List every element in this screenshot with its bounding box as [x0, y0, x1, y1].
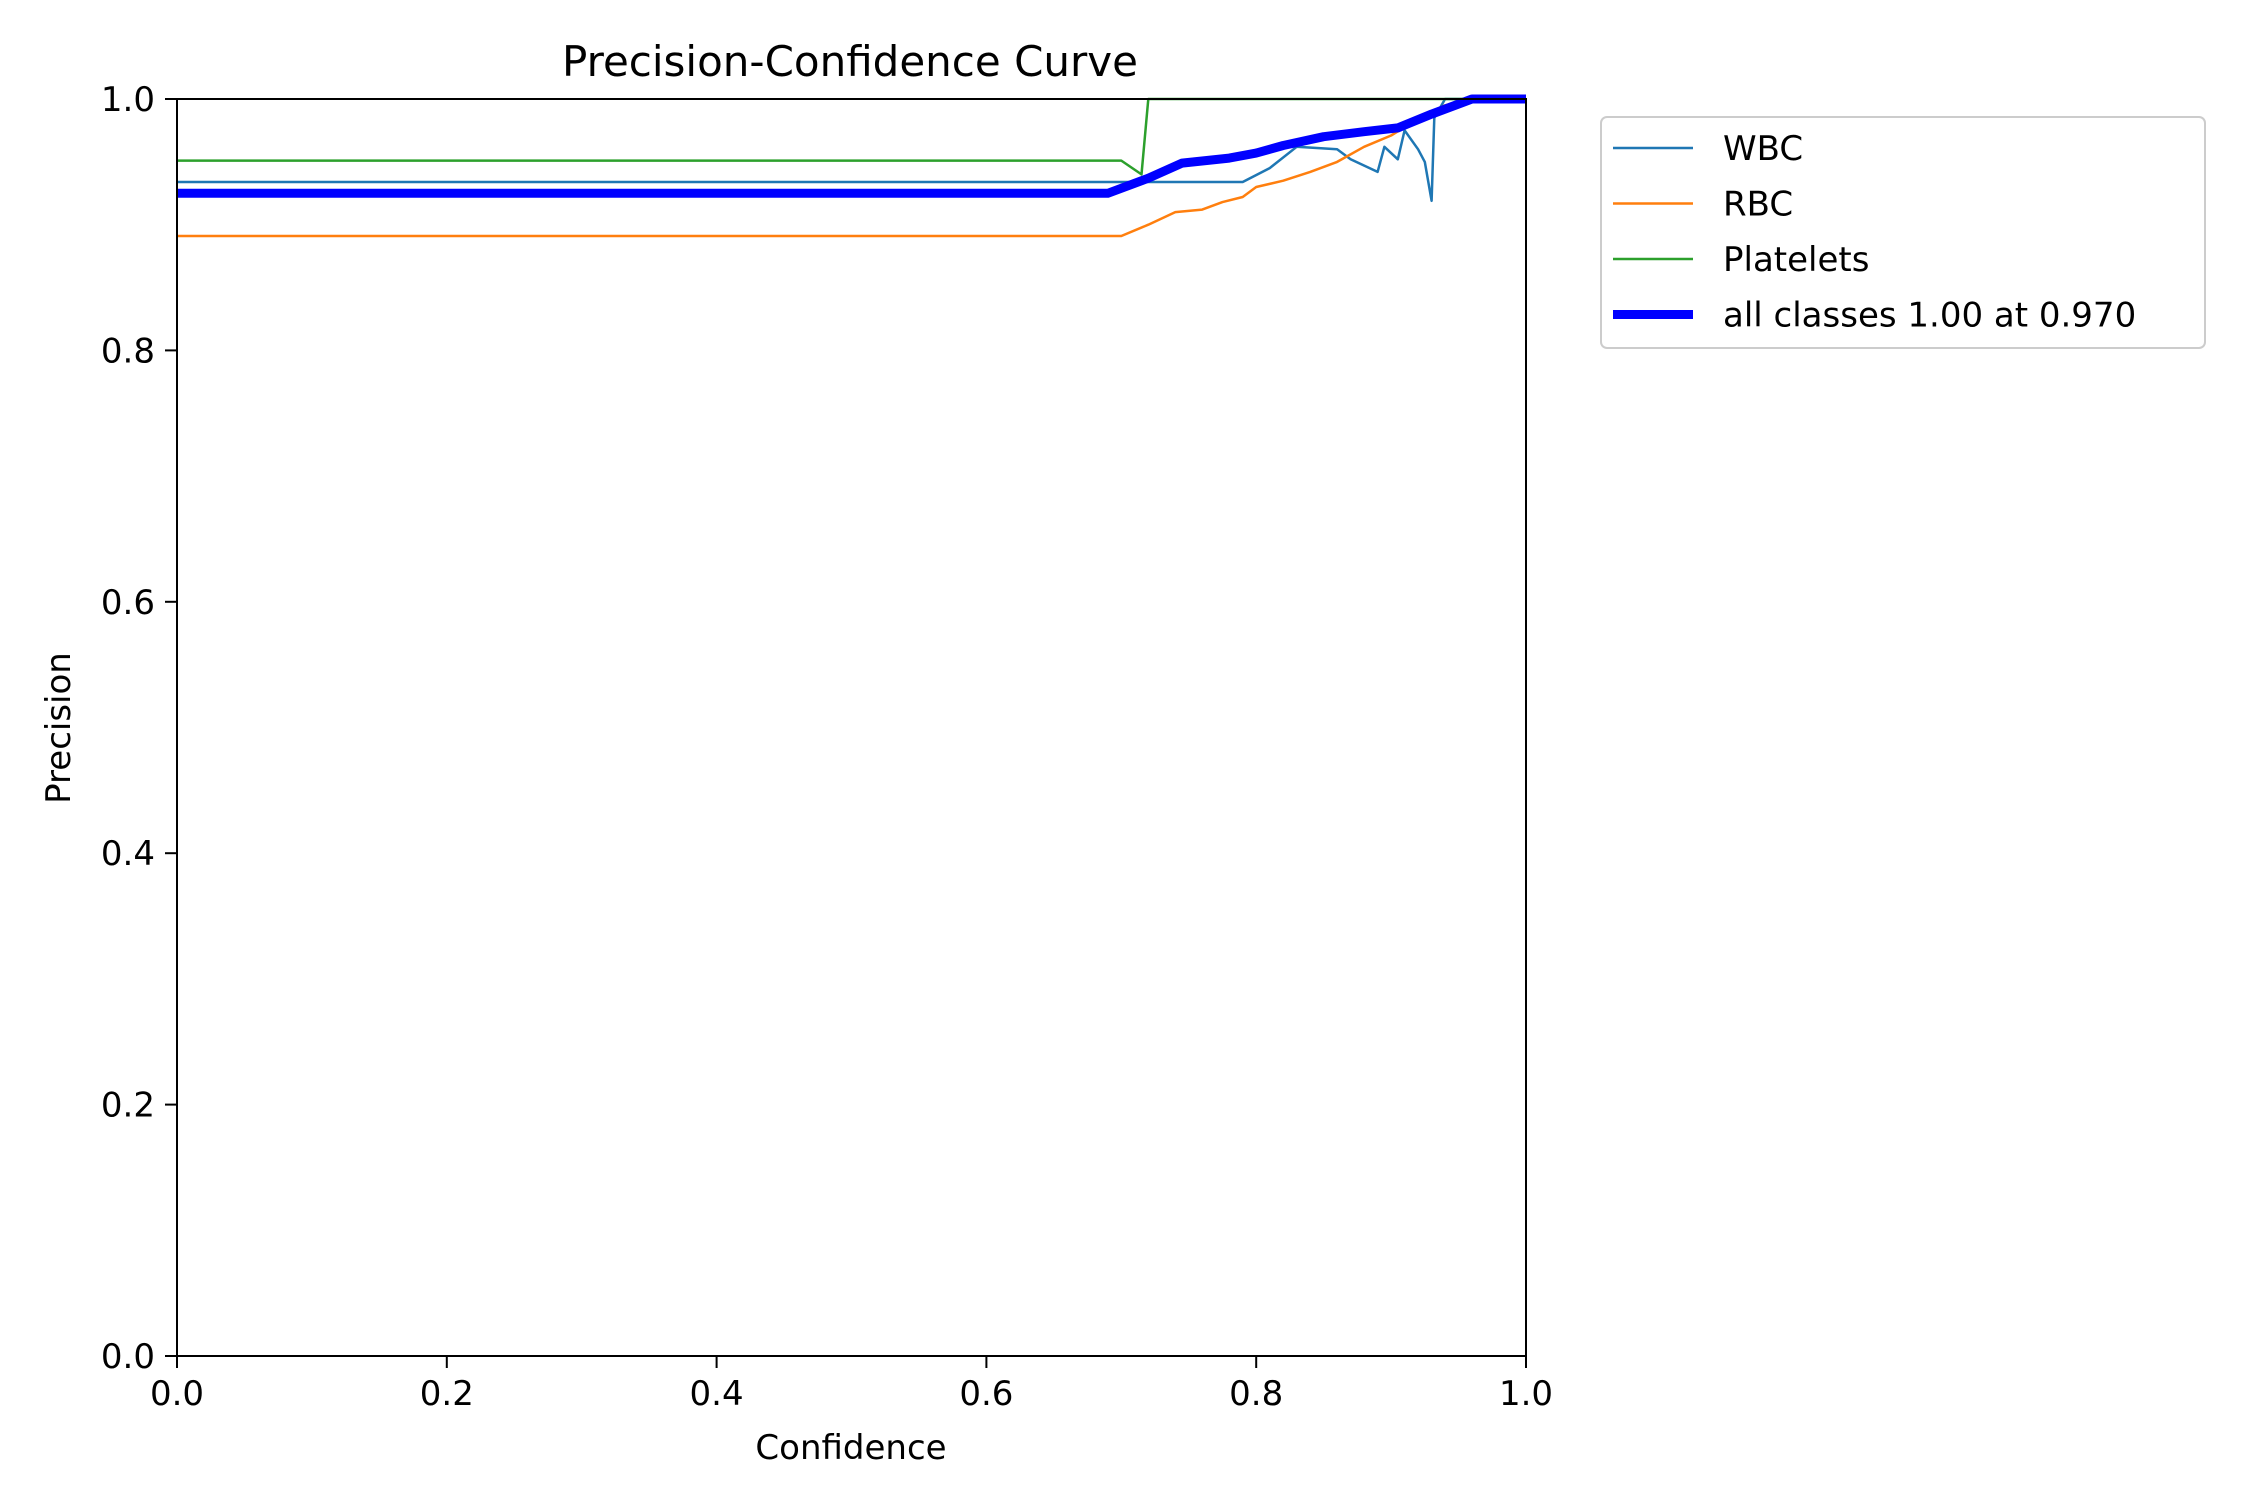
y-tick-label: 0.2 [101, 1086, 155, 1126]
x-tick-label: 0.8 [1229, 1374, 1283, 1414]
legend-label: all classes 1.00 at 0.970 [1723, 296, 2136, 336]
series-line-4 [177, 94, 1526, 198]
x-axis-label: Confidence [755, 1428, 946, 1468]
legend-label: WBC [1723, 129, 1803, 169]
y-tick-label: 0.0 [101, 1337, 155, 1377]
x-tick-label: 1.0 [1499, 1374, 1553, 1414]
x-axis-ticks: 0.0 0.2 0.4 0.6 0.8 1.0 [150, 1356, 1553, 1414]
series-layer [177, 94, 1526, 238]
chart-title: Precision-Confidence Curve [562, 37, 1138, 86]
y-tick-label: 0.4 [101, 834, 155, 874]
y-axis-label: Precision [39, 652, 79, 804]
legend-label: Platelets [1723, 240, 1869, 280]
legend: WBC RBC Platelets all classes 1.00 at 0.970 [1600, 116, 2206, 349]
series-line-1 [177, 97, 1526, 203]
y-tick-label: 0.8 [101, 331, 155, 371]
y-tick-label: 1.0 [101, 80, 155, 120]
x-tick-label: 0.2 [420, 1374, 474, 1414]
y-tick-label: 0.6 [101, 583, 155, 623]
x-tick-label: 0.0 [150, 1374, 204, 1414]
legend-box [1600, 116, 2206, 349]
y-axis-ticks: 0.0 0.2 0.4 0.6 0.8 1.0 [101, 80, 177, 1377]
axes-frame [176, 98, 1527, 1357]
legend-label: RBC [1723, 185, 1793, 225]
legend-entries: WBC RBC Platelets all classes 1.00 at 0.970 [1613, 129, 2136, 336]
x-tick-label: 0.4 [690, 1374, 744, 1414]
x-tick-label: 0.6 [959, 1374, 1013, 1414]
